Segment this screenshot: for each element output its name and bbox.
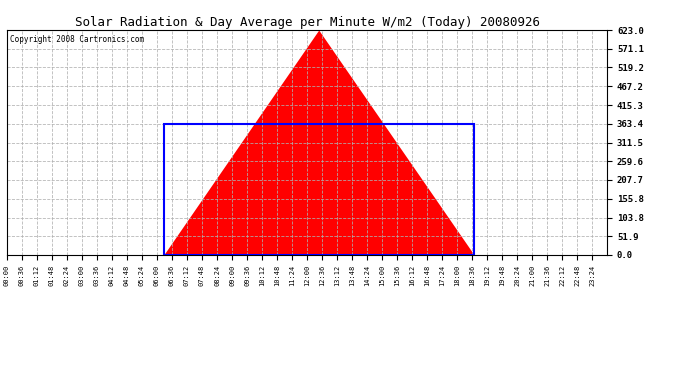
Bar	[164, 124, 474, 255]
Text: Copyright 2008 Cartronics.com: Copyright 2008 Cartronics.com	[10, 34, 144, 44]
Title: Solar Radiation & Day Average per Minute W/m2 (Today) 20080926: Solar Radiation & Day Average per Minute…	[75, 16, 540, 29]
